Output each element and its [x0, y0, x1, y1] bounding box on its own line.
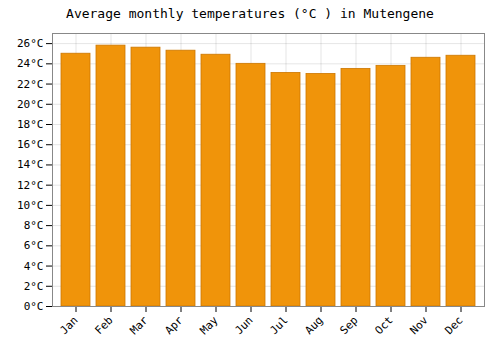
svg-text:Dec: Dec — [442, 314, 465, 337]
html-text:Average monthly temperatures (: Average monthly temperatures (°C ) in Mu… — [66, 6, 434, 21]
svg-text:Oct: Oct — [372, 314, 395, 337]
svg-text:Jul: Jul — [267, 314, 290, 337]
svg-text:Apr: Apr — [162, 313, 186, 337]
svg-text:Feb: Feb — [92, 314, 115, 337]
svg-text:12°C: 12°C — [17, 179, 44, 192]
svg-text:8°C: 8°C — [24, 219, 44, 232]
svg-text:May: May — [197, 313, 221, 337]
svg-text:16°C: 16°C — [17, 138, 44, 151]
svg-text:Jun: Jun — [232, 314, 255, 337]
svg-text:20°C: 20°C — [17, 98, 44, 111]
svg-text:22°C: 22°C — [17, 78, 44, 91]
svg-text:24°C: 24°C — [17, 57, 44, 70]
svg-text:Jan: Jan — [57, 314, 80, 337]
svg-text:14°C: 14°C — [17, 158, 44, 171]
svg-text:Aug: Aug — [302, 314, 325, 337]
svg-text:2°C: 2°C — [24, 280, 44, 293]
svg-text:6°C: 6°C — [24, 239, 44, 252]
svg-text:0°C: 0°C — [24, 300, 44, 313]
svg-text:Mar: Mar — [127, 313, 151, 337]
svg-text:26°C: 26°C — [17, 37, 44, 50]
svg-text:Sep: Sep — [337, 314, 360, 337]
svg-text:10°C: 10°C — [17, 199, 44, 212]
svg-text:18°C: 18°C — [17, 118, 44, 131]
svg-text:Nov: Nov — [407, 313, 431, 337]
svg-text:4°C: 4°C — [24, 260, 44, 273]
